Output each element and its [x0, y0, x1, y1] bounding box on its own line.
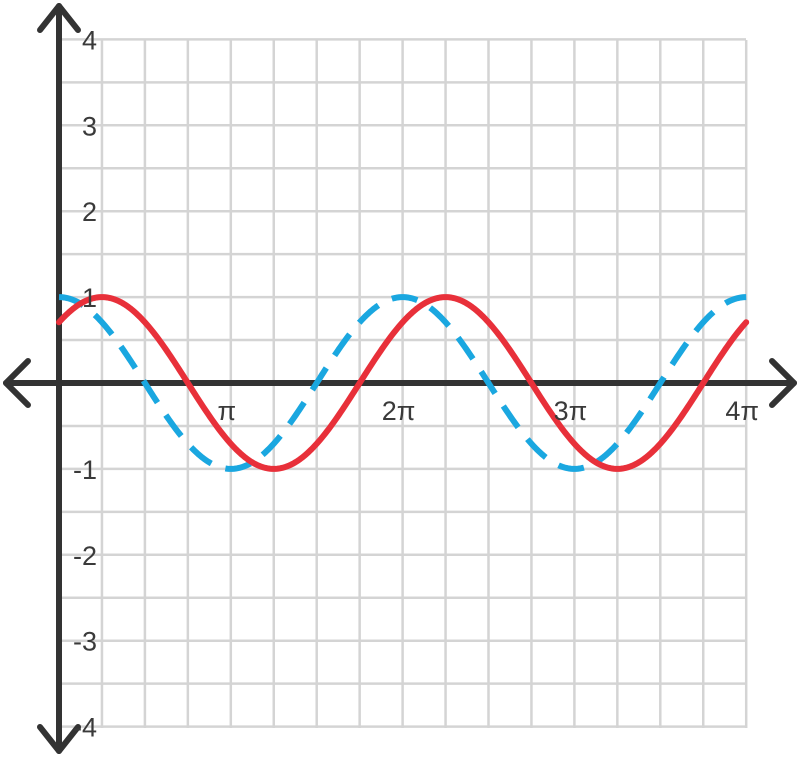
x-tick-label: 2π [382, 396, 416, 426]
y-tick-label: 3 [82, 111, 97, 141]
y-tick-label: 4 [82, 25, 97, 55]
x-axis-arrow-left [3, 358, 31, 408]
series-line-dashed-blue [57, 294, 748, 472]
y-tick-label: -4 [73, 713, 97, 743]
y-tick-label: -3 [73, 627, 97, 657]
series-line-solid-red [56, 294, 750, 472]
tick-labels: π 2π 3π 4π 4 3 2 1 -1 -2 -3 -4 [73, 25, 759, 742]
y-axis-arrow-down [37, 724, 81, 754]
x-tick-label: 4π [725, 396, 759, 426]
y-tick-label: 1 [82, 283, 97, 313]
y-tick-label: -1 [73, 455, 97, 485]
axes [3, 3, 797, 754]
y-axis-arrow-up [37, 3, 81, 33]
x-tick-label: 3π [554, 396, 588, 426]
x-axis-arrow-right [769, 358, 797, 408]
y-tick-label: -2 [73, 541, 97, 571]
y-tick-label: 2 [82, 197, 97, 227]
series-layer [56, 294, 750, 472]
x-tick-label: π [217, 396, 236, 426]
